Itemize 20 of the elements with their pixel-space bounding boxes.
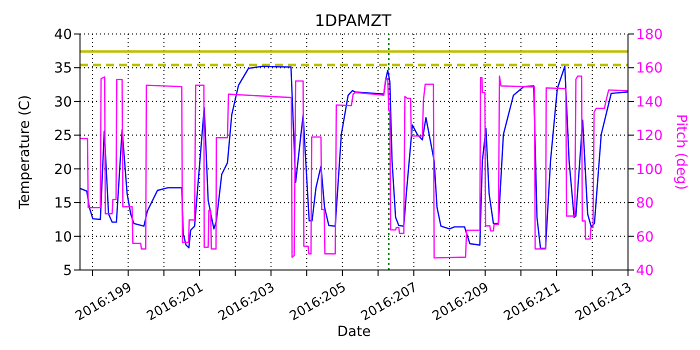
y-tick-label: 5 [63, 262, 72, 279]
y2-tick-label: 140 [636, 94, 663, 110]
chart-title: 1DPAMZT [314, 11, 392, 30]
y2-tick-label: 120 [636, 128, 663, 144]
y-tick-label: 30 [54, 94, 72, 110]
y2-tick-label: 40 [636, 262, 654, 279]
y2-tick-label: 160 [636, 60, 663, 77]
y2-tick-label: 80 [636, 196, 654, 212]
x-axis-title: Date [337, 324, 371, 340]
y-tick-label: 15 [54, 196, 72, 212]
y-tick-label: 20 [54, 162, 72, 178]
y-tick-label: 35 [54, 60, 72, 77]
y-axis-title: Temperature (C) [16, 95, 33, 210]
y-tick-label: 10 [54, 229, 72, 246]
y2-tick-label: 100 [636, 162, 663, 178]
y-tick-label: 25 [54, 128, 72, 144]
y-tick-label: 40 [54, 26, 72, 43]
y2-tick-label: 60 [636, 229, 654, 246]
y2-axis-title: Pitch (deg) [673, 114, 690, 190]
y2-tick-label: 180 [636, 26, 663, 43]
